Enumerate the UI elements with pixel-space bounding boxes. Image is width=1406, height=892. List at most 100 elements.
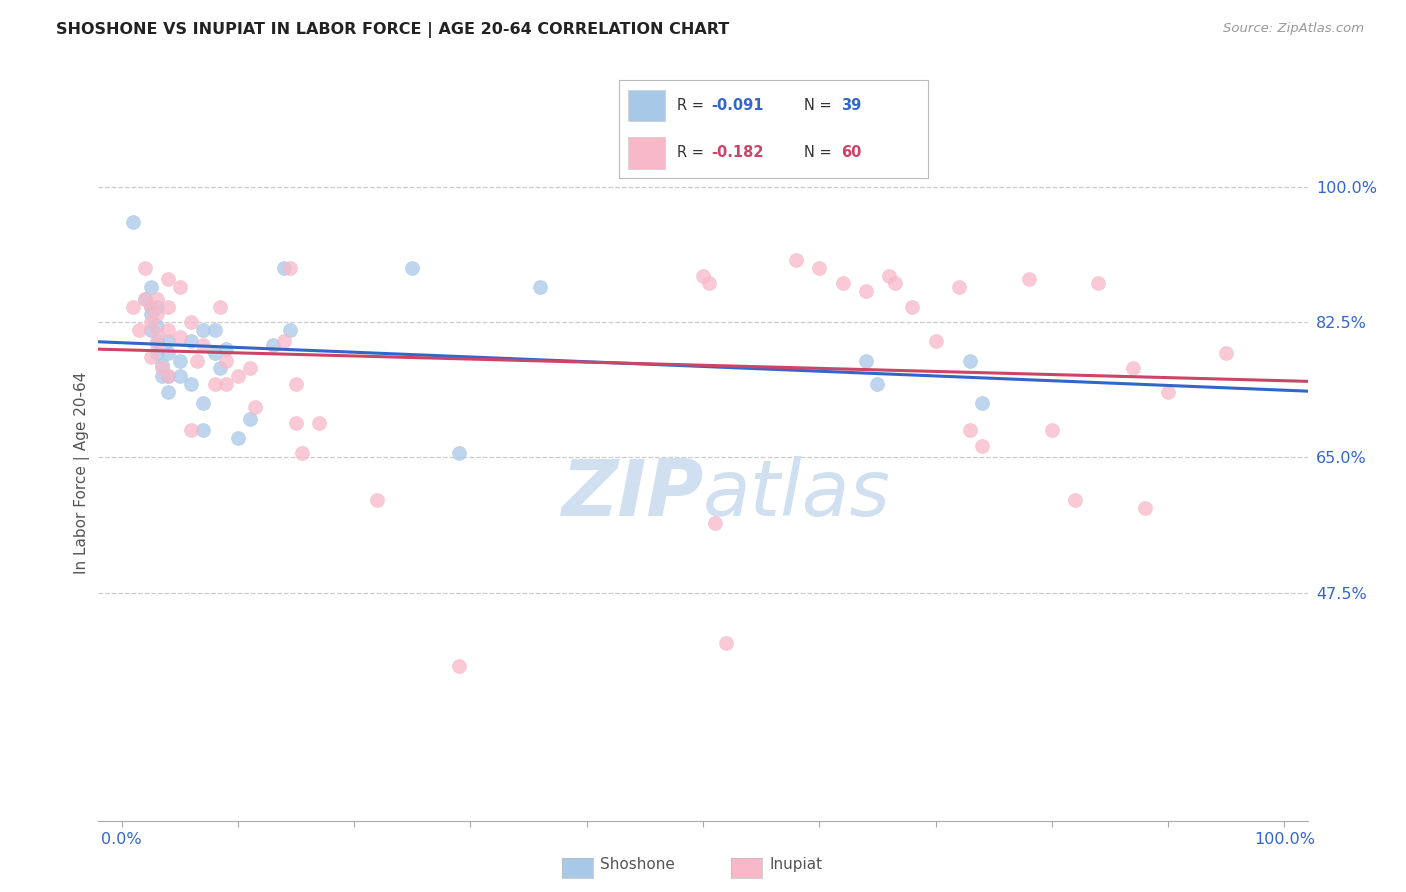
Point — [831, 277, 853, 291]
Bar — [628, 90, 665, 121]
Point — [169, 353, 191, 368]
Point — [285, 416, 308, 430]
Text: N =: N = — [804, 145, 837, 161]
Point — [924, 334, 946, 349]
Point — [291, 446, 314, 460]
Point — [157, 369, 180, 384]
Point — [150, 358, 173, 372]
Text: -0.182: -0.182 — [711, 145, 763, 161]
Point — [150, 369, 173, 384]
Point — [186, 353, 208, 368]
Point — [1122, 361, 1144, 376]
Point — [447, 446, 470, 460]
Point — [1215, 346, 1237, 360]
Point — [366, 492, 388, 507]
Point — [145, 307, 167, 321]
Point — [855, 353, 877, 368]
Point — [948, 280, 970, 294]
Text: 39: 39 — [841, 98, 862, 113]
Point — [139, 315, 162, 329]
Point — [273, 334, 295, 349]
Text: Shoshone: Shoshone — [600, 857, 675, 871]
Point — [204, 376, 226, 391]
Point — [278, 260, 301, 275]
Point — [883, 277, 905, 291]
Point — [180, 423, 202, 437]
Point — [134, 292, 156, 306]
Text: ZIP: ZIP — [561, 456, 703, 532]
Point — [191, 338, 214, 352]
Point — [692, 268, 714, 283]
Point — [180, 315, 202, 329]
Point — [273, 260, 295, 275]
Point — [134, 292, 156, 306]
Point — [1018, 272, 1040, 286]
Point — [959, 353, 981, 368]
Point — [139, 307, 162, 321]
Point — [191, 423, 214, 437]
Text: atlas: atlas — [703, 456, 891, 532]
Point — [145, 334, 167, 349]
Point — [1064, 492, 1087, 507]
Y-axis label: In Labor Force | Age 20-64: In Labor Force | Age 20-64 — [75, 372, 90, 574]
Text: N =: N = — [804, 98, 837, 113]
Point — [1040, 423, 1063, 437]
Point — [145, 326, 167, 341]
Point — [226, 431, 249, 445]
Point — [169, 330, 191, 344]
Point — [239, 361, 262, 376]
Point — [139, 350, 162, 364]
Point — [204, 346, 226, 360]
Point — [139, 300, 162, 314]
Point — [239, 411, 262, 425]
Point — [169, 369, 191, 384]
Text: SHOSHONE VS INUPIAT IN LABOR FORCE | AGE 20-64 CORRELATION CHART: SHOSHONE VS INUPIAT IN LABOR FORCE | AGE… — [56, 22, 730, 38]
Text: 60: 60 — [841, 145, 862, 161]
Point — [245, 400, 267, 414]
Point — [157, 384, 180, 399]
Point — [447, 659, 470, 673]
Point — [226, 369, 249, 384]
Point — [697, 277, 720, 291]
Point — [262, 338, 284, 352]
Point — [145, 338, 167, 352]
Point — [157, 300, 180, 314]
Point — [134, 260, 156, 275]
Point — [139, 323, 162, 337]
Point — [157, 369, 180, 384]
Text: -0.091: -0.091 — [711, 98, 763, 113]
Text: Inupiat: Inupiat — [769, 857, 823, 871]
Point — [122, 300, 145, 314]
Point — [191, 323, 214, 337]
Point — [866, 376, 889, 391]
Point — [180, 376, 202, 391]
Point — [278, 323, 301, 337]
Point — [128, 323, 150, 337]
Point — [215, 342, 238, 356]
Point — [169, 280, 191, 294]
Point — [150, 361, 173, 376]
Point — [1157, 384, 1180, 399]
Point — [139, 300, 162, 314]
Point — [785, 253, 807, 268]
Point — [139, 280, 162, 294]
Point — [401, 260, 423, 275]
Point — [808, 260, 831, 275]
Point — [157, 334, 180, 349]
Point — [157, 272, 180, 286]
Point — [1133, 500, 1156, 515]
Point — [855, 284, 877, 298]
Point — [970, 439, 993, 453]
Bar — [628, 137, 665, 169]
Point — [703, 516, 725, 530]
Point — [959, 423, 981, 437]
Point — [180, 334, 202, 349]
Point — [145, 346, 167, 360]
Point — [716, 636, 738, 650]
Point — [215, 353, 238, 368]
Point — [1087, 277, 1109, 291]
Point — [209, 361, 232, 376]
Point — [122, 214, 145, 228]
Point — [901, 300, 924, 314]
Text: R =: R = — [678, 145, 709, 161]
